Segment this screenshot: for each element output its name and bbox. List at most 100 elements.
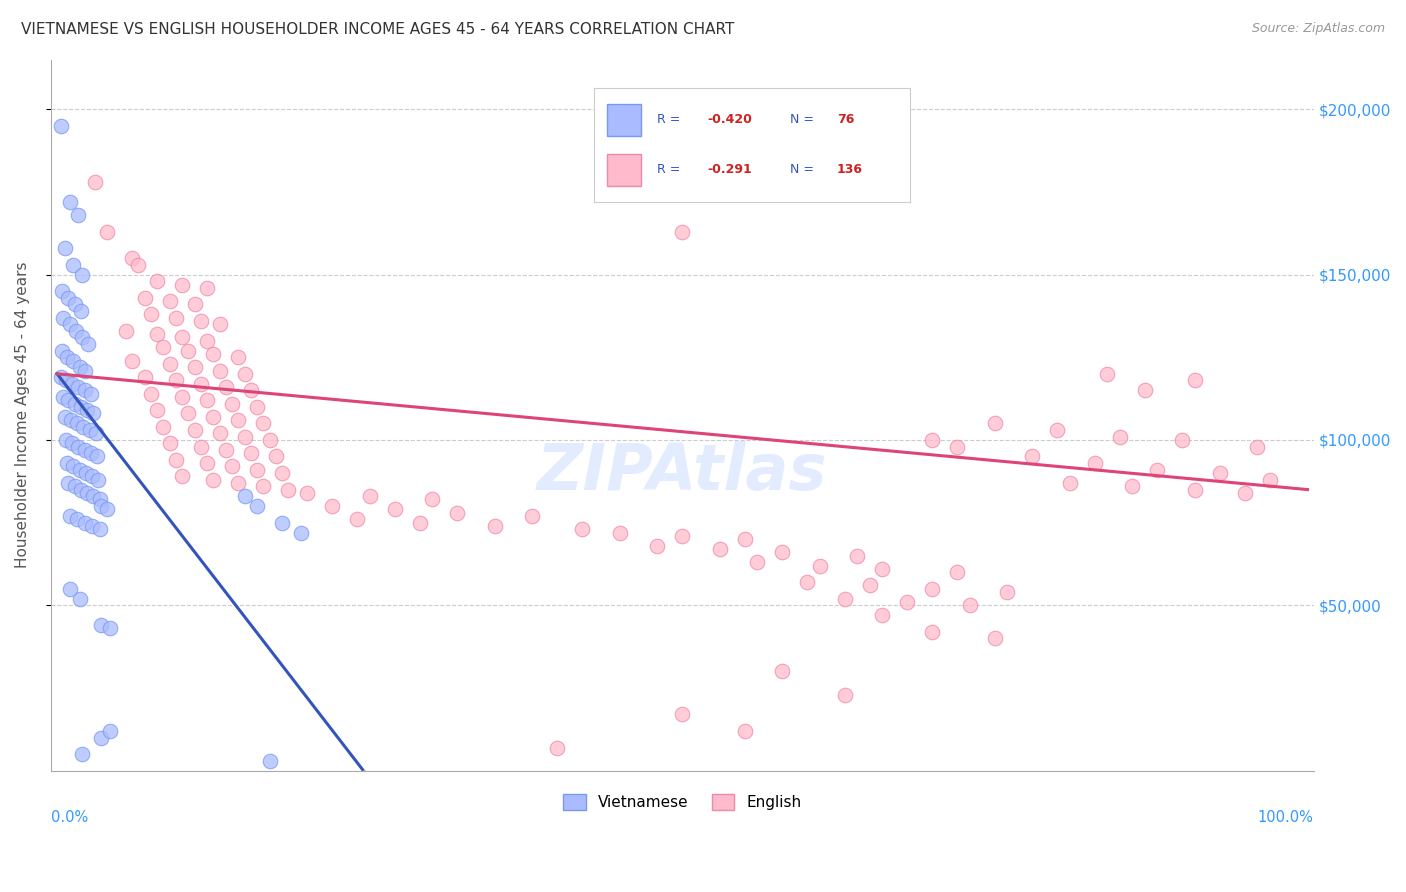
Point: [202, 409, 225, 424]
Point: [246, 499, 269, 513]
Point: [1021, 450, 1043, 464]
Point: [51, 284, 73, 298]
Point: [239, 384, 262, 398]
Text: Source: ZipAtlas.com: Source: ZipAtlas.com: [1251, 22, 1385, 36]
Point: [58, 317, 80, 331]
Point: [90, 731, 112, 745]
Point: [409, 516, 432, 530]
Point: [233, 367, 256, 381]
Point: [60, 376, 83, 391]
Legend: Vietnamese, English: Vietnamese, English: [557, 789, 808, 816]
Point: [834, 688, 856, 702]
Point: [172, 469, 194, 483]
Point: [484, 519, 506, 533]
Point: [221, 396, 243, 410]
Point: [1109, 430, 1132, 444]
Point: [165, 452, 187, 467]
Point: [609, 525, 631, 540]
Point: [446, 506, 468, 520]
Point: [79, 423, 101, 437]
Point: [55, 433, 77, 447]
Point: [59, 413, 82, 427]
Point: [83, 175, 105, 189]
Point: [82, 489, 104, 503]
Point: [49, 119, 72, 133]
Point: [1171, 433, 1194, 447]
Point: [67, 440, 90, 454]
Text: ZIPAtlas: ZIPAtlas: [537, 441, 828, 503]
Point: [1146, 463, 1168, 477]
Point: [121, 353, 143, 368]
Point: [190, 314, 212, 328]
Point: [69, 360, 91, 375]
Point: [72, 419, 94, 434]
Text: 0.0%: 0.0%: [51, 810, 89, 825]
Point: [82, 519, 104, 533]
Point: [62, 459, 84, 474]
Point: [96, 502, 118, 516]
Point: [246, 463, 269, 477]
Point: [139, 307, 162, 321]
Point: [58, 291, 80, 305]
Text: 100.0%: 100.0%: [1258, 810, 1313, 825]
Point: [215, 380, 238, 394]
Point: [1184, 373, 1206, 387]
Point: [239, 446, 262, 460]
Point: [295, 486, 318, 500]
Point: [1097, 367, 1119, 381]
Point: [90, 499, 112, 513]
Y-axis label: Householder Income Ages 45 - 64 years: Householder Income Ages 45 - 64 years: [15, 262, 30, 568]
Point: [58, 393, 80, 408]
Point: [55, 373, 77, 387]
Point: [1059, 475, 1081, 490]
Point: [359, 489, 381, 503]
Point: [56, 351, 79, 365]
Point: [946, 566, 969, 580]
Point: [896, 595, 918, 609]
Point: [70, 268, 93, 282]
Point: [228, 475, 250, 490]
Point: [1258, 473, 1281, 487]
Point: [271, 516, 294, 530]
Point: [82, 469, 104, 483]
Point: [58, 194, 80, 209]
Point: [53, 241, 76, 255]
Point: [69, 591, 91, 606]
Point: [172, 277, 194, 292]
Point: [89, 522, 111, 536]
Point: [246, 400, 269, 414]
Point: [73, 363, 96, 377]
Point: [89, 492, 111, 507]
Point: [60, 436, 83, 450]
Point: [202, 347, 225, 361]
Point: [228, 413, 250, 427]
Point: [139, 386, 162, 401]
Point: [58, 509, 80, 524]
Point: [195, 456, 218, 470]
Point: [321, 499, 343, 513]
Point: [96, 225, 118, 239]
Point: [159, 436, 181, 450]
Point: [384, 502, 406, 516]
Point: [770, 665, 793, 679]
Point: [73, 384, 96, 398]
Point: [165, 373, 187, 387]
Point: [146, 403, 169, 417]
Point: [87, 473, 110, 487]
Point: [90, 618, 112, 632]
Point: [1133, 384, 1156, 398]
Point: [146, 274, 169, 288]
Point: [252, 417, 274, 431]
Point: [271, 466, 294, 480]
Point: [56, 456, 79, 470]
Point: [252, 479, 274, 493]
Point: [75, 466, 97, 480]
Point: [872, 562, 894, 576]
Point: [152, 419, 174, 434]
Point: [69, 304, 91, 318]
Point: [63, 297, 86, 311]
Point: [63, 396, 86, 410]
Point: [959, 599, 981, 613]
Point: [872, 608, 894, 623]
Point: [80, 446, 103, 460]
